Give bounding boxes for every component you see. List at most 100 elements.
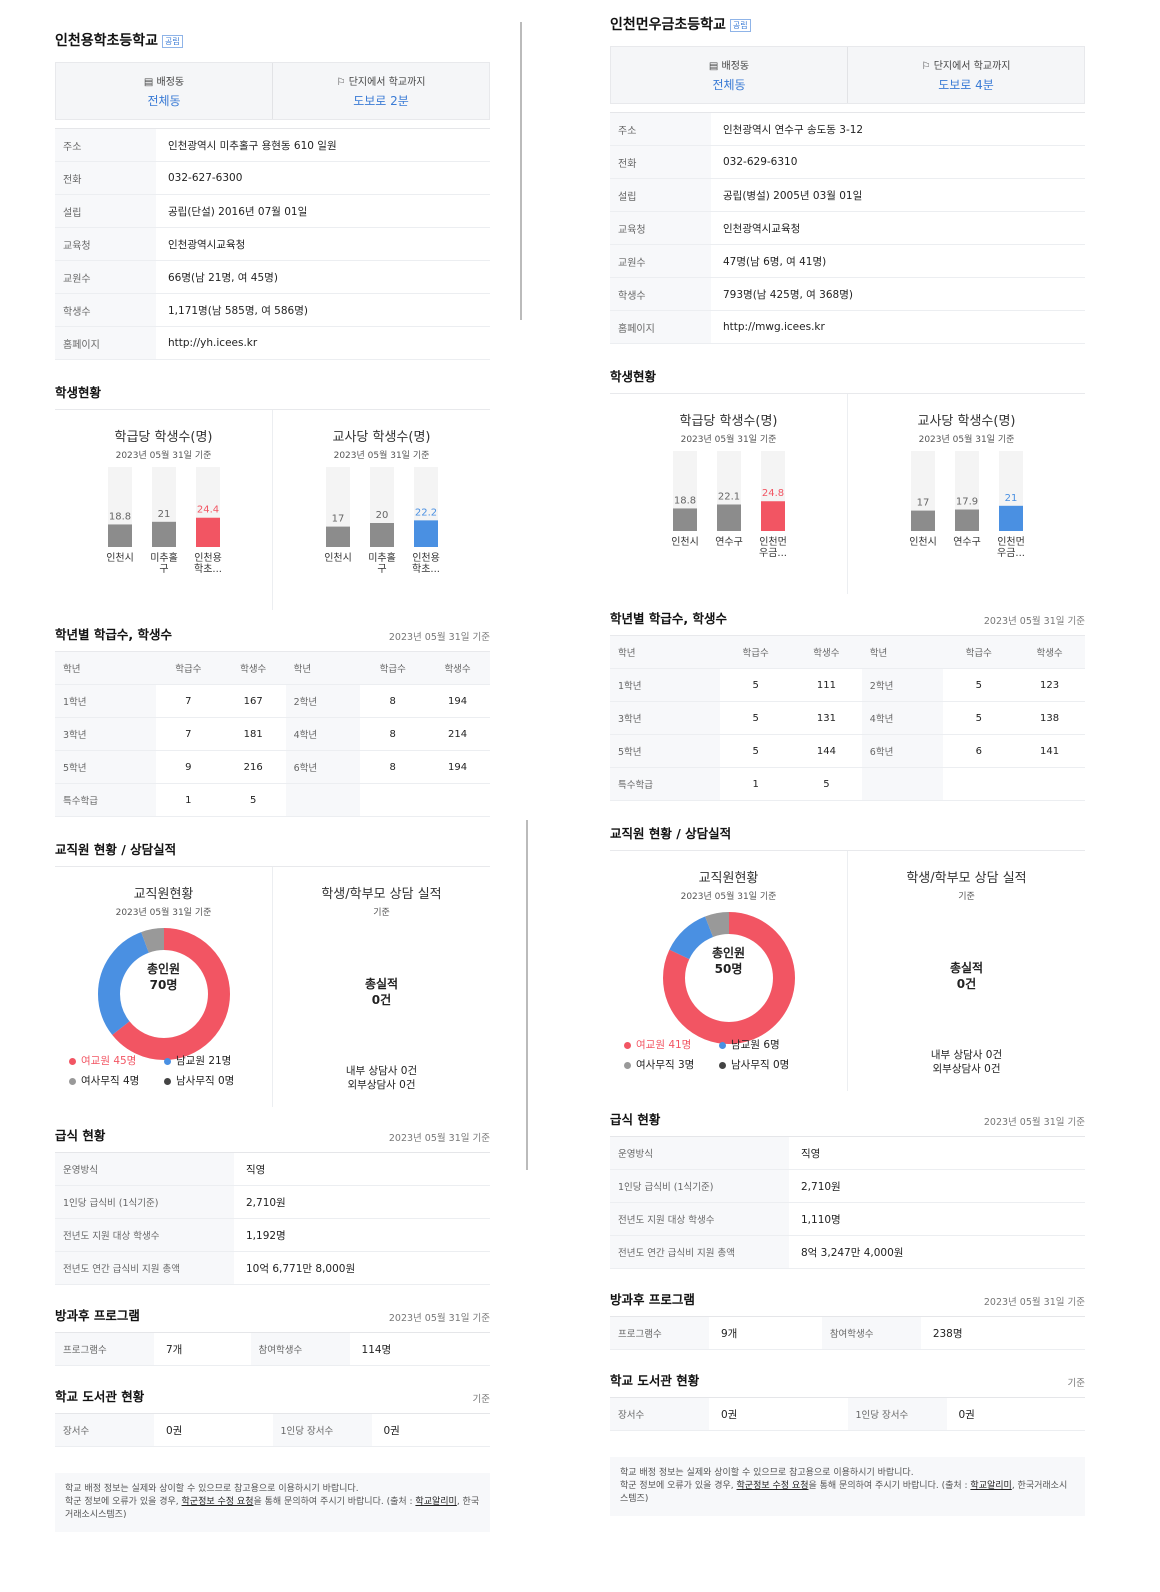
info-row: 홈페이지 http://mwg.icees.kr [610,310,1085,344]
after-value: 238명 [920,1316,1085,1350]
library-key: 장서수 [55,1413,154,1447]
table-row: 운영방식 직영 [610,1136,1085,1170]
after-header: 방과후 프로그램 2023년 05월 31일 기준 [610,1289,1085,1316]
bar-chart: 교사당 학생수(명) 2023년 05월 31일 기준 17 인천시 17.9 연수구… [847,394,1085,594]
walk-label: 단지에서 학교까지 [348,77,426,88]
assign-value[interactable]: 전체동 [147,94,181,108]
table-row: 1학년 7 167 2학년 8 194 [55,684,490,718]
grade-cell: 141 [1014,734,1085,768]
grade-title: 학년별 학급수, 학생수 [610,611,727,626]
correction-request-link[interactable]: 학군정보 수정 요청 [736,1481,809,1491]
meal-key: 전년도 연간 급식비 지원 총액 [55,1251,234,1285]
grade-cell [861,767,944,801]
walk-value[interactable]: 도보로 4분 [938,78,994,92]
counsel-total-label: 총실적 [949,961,984,975]
counsel-subtitle: 기준 [373,908,390,918]
chart-subtitle: 2023년 05월 31일 기준 [333,451,430,461]
staff-header: 교직원 현황 / 상담실적 [55,839,490,867]
walk-cell: ⚐ 단지에서 학교까지 도보로 4분 [847,47,1084,103]
legend-label: 여교원 45명 [81,1055,137,1067]
grade-cell: 8 [360,717,426,751]
chart-title: 학급당 학생수(명) [679,414,778,429]
chart-title: 학급당 학생수(명) [114,430,213,445]
bar-category-label: 우금... [997,547,1025,559]
info-key: 전화 [610,145,711,179]
note-line2: 학군 정보에 오류가 있을 경우, 학군정보 수정 요청을 통해 문의하여 주시… [620,1480,1075,1506]
legend-dot [719,1061,726,1069]
grade-cell [943,767,1015,801]
donut-center-value: 70명 [149,978,178,992]
after-table: 프로그램수 7개 참여학생수 114명 [55,1332,490,1366]
meal-key: 전년도 지원 대상 학생수 [55,1218,234,1252]
grade-cell: 2학년 [861,668,944,702]
info-key: 설립 [55,194,156,228]
walk-value[interactable]: 도보로 2분 [353,94,409,108]
grade-table: 학년 학급수 학생수 학년 학급수 학생수 1학년 7 167 2학년 8 194 3학년 7 181 4학… [55,652,490,817]
grade-header-cell: 학급수 [360,652,426,685]
grid-icon: ▤ [708,61,719,72]
info-value[interactable]: http://mwg.icees.kr [711,310,1085,344]
library-date: 기준 [1067,1378,1085,1389]
assign-value[interactable]: 전체동 [712,78,746,92]
info-row: 주소 인천광역시 연수구 송도동 3-12 [610,112,1085,146]
info-value: 1,171명(남 585명, 여 586명) [156,293,490,327]
counsel-outer: 외부상담사 0건 [347,1079,416,1091]
bar-category-label: 인천먼 [997,536,1025,548]
bar-value-label: 18.8 [108,511,130,522]
meal-table: 운영방식 직영 1인당 급식비 (1식기준) 2,710원 전년도 지원 대상 학생수 1… [610,1136,1085,1269]
grade-header-cell: 학년 [861,636,944,669]
grade-cell: 8 [360,750,426,784]
table-row: 특수학급 1 5 [610,767,1085,801]
info-row: 설립 공립(병설) 2005년 03월 01일 [610,178,1085,212]
counsel-breakdown: 내부 상담사 0건 외부상담사 0건 [848,1048,1085,1076]
table-row: 1인당 급식비 (1식기준) 2,710원 [610,1169,1085,1203]
meal-header: 급식 현황 2023년 05월 31일 기준 [55,1125,490,1152]
staff-chart-subtitle: 2023년 05월 31일 기준 [115,908,212,918]
grade-cell: 5 [720,734,792,768]
after-table: 프로그램수 9개 참여학생수 238명 [610,1316,1085,1350]
info-value[interactable]: http://yh.icees.kr [156,326,490,360]
legend-dot [624,1041,631,1049]
note-text: 학군 정보에 오류가 있을 경우, [65,1497,182,1507]
bar [672,508,697,531]
grade-cell: 9 [155,750,221,784]
bar-category-label: 연수구 [715,536,743,548]
table-row: 전년도 연간 급식비 지원 총액 8억 3,247만 4,000원 [610,1235,1085,1269]
info-key: 교원수 [610,244,711,278]
legend-item: 남사무직 0명 [164,1071,259,1091]
bar-category-label: 연수구 [953,536,981,548]
chart-subtitle: 2023년 05월 31일 기준 [918,435,1015,445]
info-row: 학생수 1,171명(남 585명, 여 586명) [55,293,490,327]
counsel-total-label: 총실적 [364,977,399,991]
counsel-total-value: 0건 [956,977,977,991]
bar-value-label: 24.4 [196,505,218,516]
table-row: 전년도 연간 급식비 지원 총액 10억 6,771만 8,000원 [55,1251,490,1285]
bar-category-label: 인천시 [324,552,352,564]
library-date: 기준 [472,1394,490,1405]
note-text: , 한국거래소시스템즈) [620,1481,1068,1504]
bar [716,504,741,531]
info-value: 47명(남 6명, 여 41명) [711,244,1085,278]
library-key: 1인당 장서수 [847,1397,947,1431]
meal-date: 2023년 05월 31일 기준 [388,1133,490,1144]
school-info-link[interactable]: 학교알리미 [970,1481,1012,1491]
staff-chart-title: 교직원현황 [133,887,194,902]
library-table: 장서수 0권 1인당 장서수 0권 [610,1397,1085,1431]
bar-category-label: 인천시 [106,552,134,564]
legend-dot [164,1057,171,1065]
bar-category-label: 인천시 [909,536,937,548]
correction-request-link[interactable]: 학군정보 수정 요청 [181,1497,254,1507]
grade-cell: 214 [425,717,490,751]
counsel-total-value: 0건 [371,993,392,1007]
info-row: 전화 032-629-6310 [610,145,1085,179]
table-row: 장서수 0권 1인당 장서수 0권 [610,1397,1085,1431]
meal-value: 1,192명 [234,1218,490,1252]
school-info-link[interactable]: 학교알리미 [415,1497,457,1507]
library-value: 0권 [371,1413,490,1447]
walk-icon: ⚐ [921,61,931,72]
grade-cell: 4학년 [861,701,944,735]
legend-item: 여교원 41명 [624,1035,719,1055]
counsel-title: 학생/학부모 상담 실적 [906,871,1027,886]
divider-line [520,22,522,320]
donut-slice [97,928,230,1060]
